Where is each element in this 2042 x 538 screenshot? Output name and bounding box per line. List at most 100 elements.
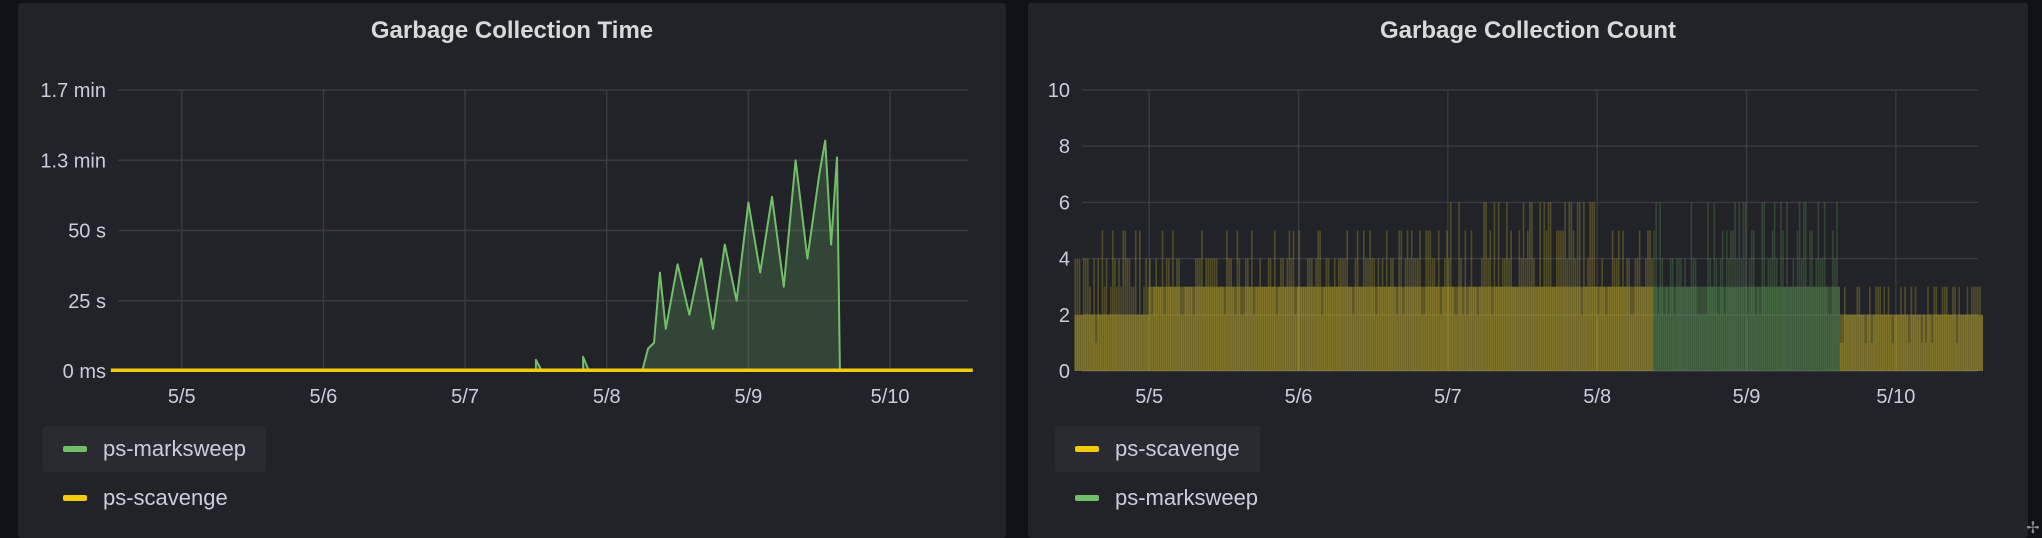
ps-scavenge-bar — [1377, 258, 1380, 371]
x-tick-label: 5/6 — [1285, 386, 1313, 403]
ps-marksweep-line — [110, 139, 973, 372]
ps-scavenge-bar — [1852, 314, 1854, 371]
ps-scavenge-bar — [1078, 258, 1081, 371]
ps-scavenge-bar — [1195, 258, 1197, 371]
ps-marksweep-bar — [1821, 258, 1824, 371]
ps-scavenge-bar — [1556, 230, 1558, 371]
ps-scavenge-bar — [1253, 314, 1255, 371]
ps-scavenge-bar — [1375, 314, 1378, 371]
ps-scavenge-bar — [1269, 258, 1272, 371]
ps-scavenge-bar — [1074, 258, 1077, 371]
ps-marksweep-bar — [1680, 258, 1682, 371]
ps-scavenge-bar — [1278, 286, 1280, 371]
ps-scavenge-bar — [1112, 230, 1114, 371]
ps-scavenge-bar — [1155, 258, 1157, 371]
ps-scavenge-bar — [1103, 286, 1106, 371]
ps-marksweep-bar — [1723, 314, 1726, 371]
ps-marksweep-bars — [1653, 202, 1840, 371]
ps-marksweep-bar — [1775, 258, 1778, 371]
ps-scavenge-bar — [1338, 258, 1340, 371]
ps-scavenge-bar — [1856, 286, 1859, 371]
ps-scavenge-bar — [1941, 286, 1944, 371]
ps-marksweep-bar — [1792, 258, 1795, 371]
ps-scavenge-bar — [1147, 286, 1149, 371]
ps-scavenge-bar — [1288, 230, 1291, 371]
ps-marksweep-area — [110, 140, 973, 371]
ps-scavenge-bar — [1080, 314, 1083, 371]
ps-scavenge-bar — [1958, 286, 1960, 371]
ps-marksweep-bar — [1778, 286, 1780, 371]
ps-scavenge-bar — [1276, 314, 1278, 371]
ps-marksweep-bar — [1728, 258, 1730, 371]
ps-scavenge-bar — [1613, 258, 1616, 371]
x-tick-label: 5/8 — [1583, 386, 1611, 403]
ps-scavenge-bar — [1421, 314, 1423, 371]
ps-scavenge-bar — [1589, 202, 1591, 371]
ps-marksweep-bar — [1717, 314, 1720, 371]
ps-marksweep-bar — [1665, 286, 1668, 371]
ps-scavenge-bar — [1315, 258, 1317, 371]
legend-item-ps-marksweep[interactable]: ps-marksweep — [1055, 475, 1278, 521]
gc-count-chart[interactable]: 0 2 4 6 8 10 5/5 5/6 5/7 5/8 5/9 5/10 — [1028, 3, 2028, 403]
y-tick-label: 0 ms — [63, 361, 106, 383]
gc-time-panel: Garbage Collection Time 0 ms 25 s 50 s 1.3 … — [18, 3, 1006, 538]
ps-scavenge-bar — [1948, 314, 1950, 371]
ps-scavenge-bar — [1902, 314, 1904, 371]
ps-scavenge-bar — [1568, 202, 1571, 371]
y-tick-label: 8 — [1059, 136, 1070, 158]
x-tick-label: 5/7 — [451, 386, 479, 403]
ps-scavenge-bar — [1630, 314, 1633, 371]
legend-item-ps-scavenge[interactable]: ps-scavenge — [1055, 426, 1260, 472]
ps-scavenge-bar — [1423, 314, 1425, 371]
ps-scavenge-bar — [1449, 202, 1452, 371]
ps-scavenge-bar — [1918, 314, 1921, 371]
ps-scavenge-bar — [1447, 258, 1450, 371]
ps-scavenge-bar — [1394, 286, 1396, 371]
ps-scavenge-bar — [1105, 258, 1108, 371]
x-tick-label: 5/7 — [1434, 386, 1462, 403]
ps-marksweep-bar — [1721, 230, 1724, 371]
legend-swatch-yellow — [63, 495, 87, 501]
ps-marksweep-bar — [1811, 230, 1813, 371]
ps-marksweep-bar — [1709, 258, 1711, 371]
legend-item-ps-scavenge[interactable]: ps-scavenge — [43, 475, 248, 521]
legend-label: ps-marksweep — [1115, 485, 1259, 510]
ps-scavenge-bar — [1887, 286, 1890, 371]
ps-marksweep-bar — [1661, 258, 1664, 371]
ps-scavenge-bar — [1968, 314, 1971, 371]
ps-marksweep-bar — [1832, 230, 1834, 371]
ps-scavenge-bar — [1371, 258, 1373, 371]
ps-marksweep-bar — [1690, 202, 1693, 371]
legend-swatch-green — [63, 446, 87, 452]
ps-scavenge-bar — [1964, 314, 1967, 371]
ps-scavenge-bar — [1122, 230, 1124, 371]
y-tick-label: 4 — [1059, 249, 1070, 271]
ps-scavenge-bar — [1916, 314, 1919, 371]
legend-label: ps-scavenge — [103, 485, 228, 510]
ps-scavenge-bar — [1935, 286, 1938, 371]
ps-scavenge-bar — [1844, 286, 1846, 371]
ps-marksweep-bar — [1701, 314, 1703, 371]
ps-scavenge-bar — [1634, 258, 1637, 371]
resize-handle-icon[interactable]: ✢ — [2026, 520, 2040, 537]
ps-scavenge-bar — [1605, 314, 1608, 371]
ps-marksweep-bar — [1678, 258, 1680, 371]
ps-scavenge-bar — [1385, 230, 1388, 371]
ps-scavenge-bar — [1107, 314, 1110, 371]
ps-scavenge-bar — [1640, 286, 1643, 371]
ps-scavenge-bar — [1939, 314, 1942, 371]
x-tick-label: 5/10 — [1876, 386, 1915, 403]
ps-marksweep-bar — [1771, 230, 1774, 371]
legend-item-ps-marksweep[interactable]: ps-marksweep — [43, 426, 267, 472]
ps-scavenge-bar — [1398, 230, 1400, 371]
ps-scavenge-bar — [1506, 202, 1508, 371]
ps-marksweep-bar — [1713, 202, 1716, 371]
gc-time-chart[interactable]: 0 ms 25 s 50 s 1.3 min 1.7 min 5/5 5/6 5/7 5/8 5/… — [18, 3, 1006, 403]
ps-scavenge-bar — [1574, 258, 1577, 371]
ps-scavenge-bar — [1427, 230, 1430, 371]
ps-scavenge-bar — [1352, 314, 1355, 371]
ps-scavenge-bar — [1242, 314, 1245, 371]
ps-scavenge-bar — [1622, 230, 1624, 371]
ps-scavenge-bar — [1226, 230, 1228, 371]
ps-scavenge-bar — [1860, 314, 1863, 371]
